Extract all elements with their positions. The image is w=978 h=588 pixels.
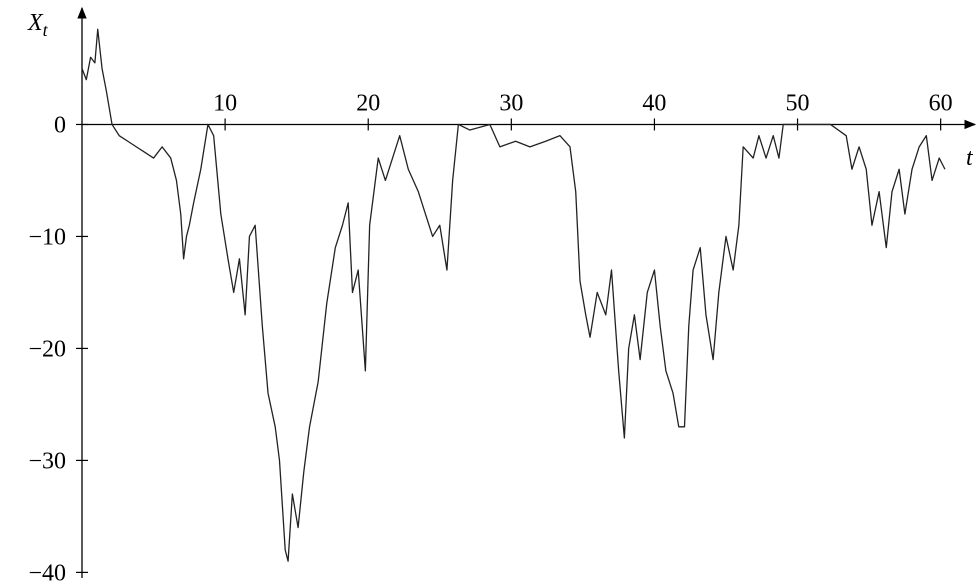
y-axis-label: Xt bbox=[27, 10, 49, 40]
y-tick-label: −10 bbox=[28, 224, 66, 250]
x-tick-label: 30 bbox=[499, 90, 523, 116]
x-tick-label: 50 bbox=[786, 90, 810, 116]
y-tick-label: −30 bbox=[28, 448, 66, 474]
x-tick-label: 60 bbox=[929, 90, 953, 116]
x-tick-label: 40 bbox=[642, 90, 666, 116]
y-tick-label: −40 bbox=[28, 560, 66, 586]
data-line bbox=[81, 28, 946, 562]
y-tick-label: −20 bbox=[28, 336, 66, 362]
x-axis-label: t bbox=[966, 145, 974, 171]
y-tick-label: 0 bbox=[54, 112, 66, 138]
x-tick-label: 20 bbox=[356, 90, 380, 116]
x-tick-label: 10 bbox=[213, 90, 237, 116]
